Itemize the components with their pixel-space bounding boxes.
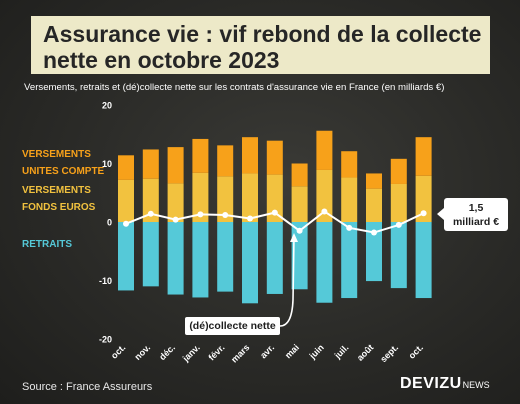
y-tick-label: 10 [102, 159, 112, 169]
bar-retraits [142, 222, 159, 287]
net-point [371, 229, 377, 236]
bar-fonds-euros [167, 183, 184, 222]
x-tick-label: juin [307, 342, 326, 361]
net-pointer-arrow [290, 233, 298, 242]
net-point [420, 210, 427, 217]
bar-fonds-euros [366, 188, 382, 222]
bar-fonds-euros [266, 174, 283, 222]
bar-unites-compte [390, 158, 407, 184]
legend-retraits: RETRAITS [22, 239, 72, 250]
legend-uc-line-2: UNITES COMPTE [22, 166, 105, 177]
bar-retraits [192, 222, 209, 298]
bar-retraits [415, 222, 432, 299]
callout-last-value: 1,5 milliard € [437, 198, 508, 231]
legend-euros-line-2: FONDS EUROS [22, 202, 96, 213]
source-note: Source : France Assureurs [22, 381, 153, 393]
net-point [296, 227, 303, 234]
bar-retraits [217, 222, 234, 292]
net-point [321, 208, 328, 215]
bar-unites-compte [242, 137, 258, 174]
x-tick-label: mars [229, 342, 251, 364]
bar-retraits [390, 222, 407, 289]
x-tick-label: mai [283, 342, 301, 360]
bar-fonds-euros [118, 179, 134, 222]
brand-name: DEVIZU [400, 375, 462, 392]
legend-euros: VERSEMENTS FONDS EUROS [22, 182, 95, 216]
bar-fonds-euros [242, 173, 258, 222]
net-pointer-line [279, 235, 295, 327]
brand-suffix: NEWS [462, 380, 490, 390]
bar-fonds-euros [415, 175, 432, 222]
brand-logo: DEVIZUNEWS [400, 375, 490, 393]
x-tick-label: janv. [180, 342, 202, 364]
bar-retraits [118, 222, 134, 291]
bar-fonds-euros [192, 172, 209, 222]
net-point [346, 224, 353, 231]
bar-retraits [167, 222, 184, 295]
x-tick-label: août [355, 342, 376, 363]
bar-unites-compte [415, 137, 432, 176]
net-point [247, 215, 253, 222]
net-point [123, 220, 129, 227]
bar-retraits [266, 222, 283, 294]
y-tick-label: 20 [102, 101, 112, 111]
bar-retraits [341, 222, 358, 299]
chart-title-line-1: Assurance vie : vif rebond de la collect… [43, 21, 482, 47]
net-collection-label: (dé)collecte nette [185, 317, 280, 335]
bar-fonds-euros [291, 186, 308, 222]
y-tick-label: -20 [99, 335, 112, 345]
callout-value: 1,5 [468, 202, 484, 214]
bar-fonds-euros [316, 169, 333, 222]
legend-euros-line-1: VERSEMENTS [22, 185, 91, 196]
bar-unites-compte [316, 130, 333, 170]
net-point [147, 210, 154, 217]
net-point [271, 209, 278, 216]
bar-fonds-euros [341, 177, 358, 222]
net-point [395, 221, 402, 228]
bar-unites-compte [142, 149, 159, 179]
title-box: Assurance vie : vif rebond de la collect… [31, 16, 490, 74]
bar-retraits [366, 222, 382, 282]
bar-unites-compte [192, 138, 209, 173]
x-tick-label: déc. [157, 342, 177, 362]
x-tick-label: oct. [407, 342, 425, 360]
x-tick-label: avr. [258, 342, 276, 360]
net-point [197, 211, 204, 218]
callout-unit: milliard € [452, 216, 500, 228]
bar-retraits [242, 222, 258, 304]
bar-unites-compte [266, 140, 283, 175]
bar-unites-compte [366, 173, 382, 189]
x-tick-label: sept. [378, 342, 400, 364]
bar-unites-compte [341, 151, 358, 178]
bar-fonds-euros [142, 178, 159, 222]
net-point [222, 211, 229, 218]
legend-uc-line-1: VERSEMENTS [22, 149, 91, 160]
chart-title-line-2: nette en octobre 2023 [43, 47, 280, 73]
legend-uc: VERSEMENTS UNITES COMPTE [22, 146, 104, 180]
bar-fonds-euros [217, 176, 234, 222]
bar-unites-compte [167, 147, 184, 184]
x-tick-label: févr. [206, 342, 226, 362]
net-point [172, 216, 179, 223]
bar-retraits [316, 222, 333, 303]
y-tick-label: -10 [99, 276, 112, 286]
x-tick-label: nov. [133, 342, 153, 362]
x-tick-label: juil. [332, 342, 351, 361]
chart-subtitle: Versements, retraits et (dé)collecte net… [24, 82, 445, 93]
bar-unites-compte [291, 163, 308, 187]
y-tick-label: 0 [107, 218, 112, 228]
bar-unites-compte [217, 145, 234, 177]
x-tick-label: oct. [109, 342, 127, 360]
bar-fonds-euros [390, 183, 407, 222]
bar-unites-compte [118, 155, 134, 180]
